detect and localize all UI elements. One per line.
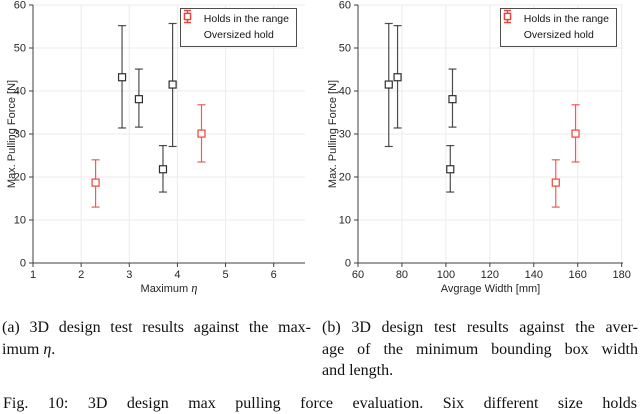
svg-text:80: 80 [396, 269, 408, 281]
subplot-b: 60 80 100 120 140 160 180 0 10 20 30 40 50 60 Avgrage … [320, 0, 640, 305]
errorbar-marker-icon [503, 9, 511, 24]
svg-text:40: 40 [14, 86, 26, 98]
legend-label: Oversized hold [203, 29, 274, 41]
legend-label: Holds in the range [203, 13, 289, 25]
legend-a: Holds in the range Oversized hold [179, 8, 297, 47]
svg-text:1: 1 [30, 269, 36, 281]
svg-text:3: 3 [126, 269, 132, 281]
svg-text:4: 4 [174, 269, 180, 281]
svg-text:60: 60 [352, 269, 364, 281]
svg-text:20: 20 [339, 172, 351, 184]
svg-text:0: 0 [20, 258, 26, 270]
svg-text:120: 120 [481, 269, 499, 281]
svg-text:6: 6 [271, 269, 277, 281]
svg-text:10: 10 [339, 215, 351, 227]
svg-text:Max. Pulling Force [N]: Max. Pulling Force [N] [6, 80, 18, 188]
legend-entry-oversized-hold: Oversized hold [183, 9, 289, 42]
legend-entry-holds-in-range: Holds in the range [183, 9, 289, 26]
svg-text:180: 180 [613, 269, 631, 281]
svg-text:0: 0 [345, 258, 351, 270]
legend-entry-oversized-hold: Oversized hold [503, 9, 609, 42]
svg-text:Max. Pulling Force [N]: Max. Pulling Force [N] [327, 80, 339, 188]
subplot-a: 1 2 3 4 5 6 0 10 20 30 40 50 60 Maximum η Max. Pulling… [0, 0, 320, 305]
errorbar-marker-icon [183, 9, 191, 24]
svg-text:160: 160 [569, 269, 587, 281]
legend-label: Oversized hold [523, 29, 594, 41]
figure-main-caption: Fig. 10: 3D design max pulling force eva… [3, 395, 637, 412]
svg-text:50: 50 [339, 43, 351, 55]
svg-text:5: 5 [223, 269, 229, 281]
subplot-b-chart: 60 80 100 120 140 160 180 0 10 20 30 40 50 60 Avgrage … [327, 0, 631, 295]
legend-entry-holds-in-range: Holds in the range [503, 9, 609, 26]
svg-text:100: 100 [437, 269, 455, 281]
svg-text:60: 60 [14, 0, 26, 12]
svg-text:140: 140 [525, 269, 543, 281]
caption-a: (a) 3D design test results against the m… [2, 319, 311, 358]
svg-text:Maximum η: Maximum η [141, 281, 198, 295]
svg-text:30: 30 [14, 129, 26, 141]
svg-text:Avgrage Width [mm]: Avgrage Width [mm] [441, 283, 540, 295]
svg-text:30: 30 [339, 129, 351, 141]
svg-text:40: 40 [339, 86, 351, 98]
svg-text:20: 20 [14, 172, 26, 184]
svg-text:2: 2 [78, 269, 84, 281]
legend-b: Holds in the range Oversized hold [499, 8, 617, 47]
svg-text:60: 60 [339, 0, 351, 12]
svg-text:10: 10 [14, 215, 26, 227]
caption-b: (b) 3D design test results against the a… [322, 319, 638, 379]
legend-label: Holds in the range [523, 13, 609, 25]
svg-text:50: 50 [14, 43, 26, 55]
